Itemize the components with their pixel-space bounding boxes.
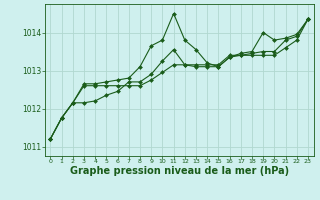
X-axis label: Graphe pression niveau de la mer (hPa): Graphe pression niveau de la mer (hPa)	[70, 166, 289, 176]
